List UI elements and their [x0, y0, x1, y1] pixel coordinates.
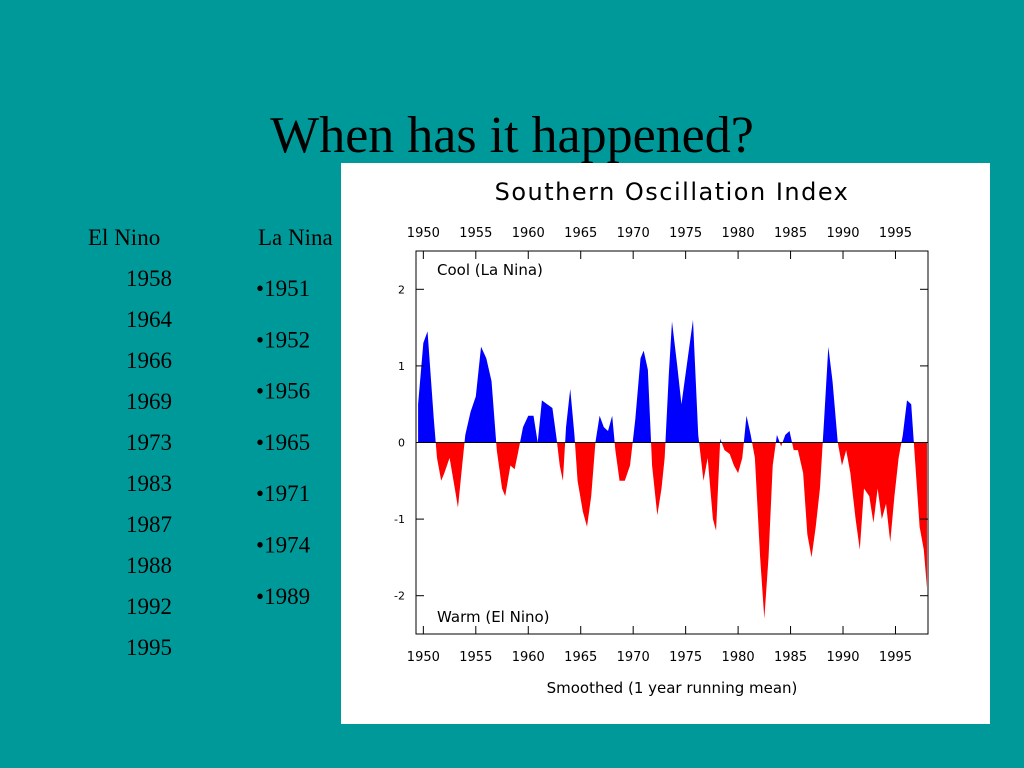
year: 1956	[264, 379, 310, 404]
bullet: •	[256, 533, 264, 558]
bullet: •	[256, 379, 264, 404]
x-tick-label: 1995	[879, 650, 912, 665]
x-tick-label: 1950	[407, 226, 440, 241]
x-tick-label: 1975	[669, 226, 702, 241]
list-item: •1965	[256, 430, 310, 455]
list-item: 1973	[126, 430, 172, 455]
y-tick-label: 0	[398, 437, 405, 450]
list-item: 1992	[126, 594, 172, 619]
year: 1974	[264, 533, 311, 558]
el-nino-heading: El Nino	[88, 225, 160, 250]
list-item: 1964	[126, 307, 173, 332]
x-tick-label: 1980	[722, 650, 755, 665]
x-tick-label: 1990	[826, 650, 859, 665]
x-tick-label: 1985	[774, 226, 807, 241]
list-item: 1995	[126, 635, 172, 660]
list-item: 1969	[126, 389, 172, 414]
x-tick-label: 1960	[512, 226, 545, 241]
list-item: •1956	[256, 379, 310, 404]
year: 1952	[264, 327, 310, 352]
la-nina-heading: La Nina	[258, 225, 333, 250]
list-item: •1951	[256, 276, 310, 301]
bullet: •	[256, 430, 264, 455]
bullet: •	[256, 584, 264, 609]
list-item: •1952	[256, 327, 310, 352]
list-item: •1974	[256, 533, 311, 558]
year: 1951	[264, 276, 310, 301]
bullet: •	[256, 327, 264, 352]
x-tick-label: 1955	[459, 226, 492, 241]
chart-title: Southern Oscillation Index	[495, 178, 850, 206]
x-tick-label: 1970	[617, 226, 650, 241]
x-tick-label: 1995	[879, 226, 912, 241]
area-positive	[418, 319, 927, 443]
year: 1965	[264, 430, 310, 455]
x-tick-label: 1965	[564, 226, 597, 241]
list-item: 1983	[126, 471, 172, 496]
list-item: •1971	[256, 481, 310, 506]
bullet: •	[256, 481, 264, 506]
x-tick-label: 1950	[407, 650, 440, 665]
x-tick-label: 1990	[826, 226, 859, 241]
y-tick-label: -1	[394, 513, 405, 526]
year: 1971	[264, 481, 310, 506]
x-tick-label: 1985	[774, 650, 807, 665]
list-item: 1988	[126, 553, 172, 578]
x-axis-label: Smoothed (1 year running mean)	[547, 679, 798, 697]
list-item: 1966	[126, 348, 172, 373]
x-tick-label: 1970	[617, 650, 650, 665]
slide-title: When has it happened?	[270, 107, 754, 164]
x-tick-label: 1975	[669, 650, 702, 665]
bullet: •	[256, 276, 264, 301]
list-item: 1987	[126, 512, 172, 537]
list-item: 1958	[126, 266, 172, 291]
list-item: •1989	[256, 584, 310, 609]
y-tick-label: -2	[394, 590, 405, 603]
y-tick-label: 2	[398, 283, 405, 296]
x-tick-label: 1965	[564, 650, 597, 665]
x-tick-label: 1960	[512, 650, 545, 665]
annotation: Cool (La Nina)	[437, 261, 543, 279]
annotation: Warm (El Nino)	[437, 608, 550, 626]
x-tick-label: 1980	[722, 226, 755, 241]
area-negative	[418, 442, 927, 619]
year: 1989	[264, 584, 310, 609]
y-tick-label: 1	[398, 360, 405, 373]
x-tick-label: 1955	[459, 650, 492, 665]
